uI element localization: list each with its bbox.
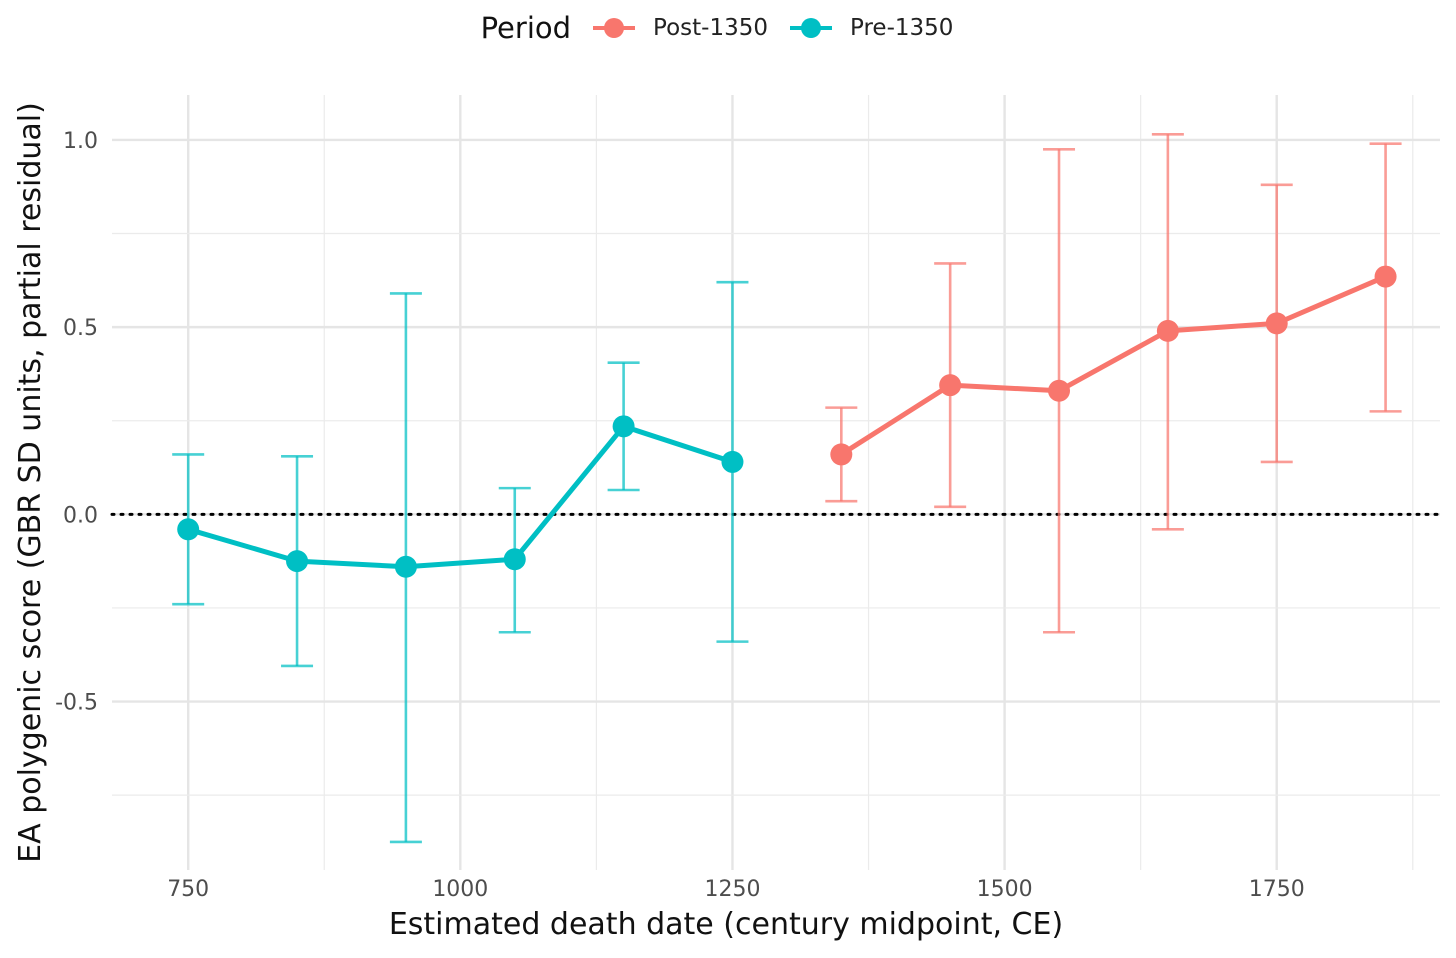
data-point-post-1350: [1374, 265, 1397, 288]
x-axis-title: Estimated death date (century midpoint, …: [389, 907, 1063, 942]
legend-key-pre-1350: [790, 18, 832, 38]
legend-label-post-1350: Post-1350: [653, 15, 768, 41]
legend: Period Post-1350 Pre-1350: [0, 8, 1456, 48]
x-tick-label: 1750: [1249, 877, 1305, 902]
legend-item-pre-1350: Pre-1350: [790, 15, 953, 41]
x-tick-label: 1500: [977, 877, 1033, 902]
grid: [112, 95, 1440, 870]
data-point-post-1350: [830, 443, 853, 466]
y-tick-labels: 1.0 0.5 0.0 -0.5: [55, 129, 98, 716]
series-line-pre-1350: [187, 423, 734, 570]
data-point-post-1350: [939, 374, 962, 397]
data-point-pre-1350: [177, 518, 200, 541]
x-tick-label: 750: [167, 877, 209, 902]
legend-title: Period: [480, 11, 572, 45]
y-tick-label: 1.0: [63, 129, 98, 154]
data-point-pre-1350: [721, 450, 744, 473]
error-bars: [172, 133, 1402, 844]
legend-key-post-1350: [593, 18, 636, 38]
y-axis-title: EA polygenic score (GBR SD units, partia…: [13, 102, 48, 863]
legend-item-post-1350: Post-1350: [593, 15, 768, 41]
y-tick-label: 0.0: [63, 503, 98, 528]
x-tick-labels: 750 1000 1250 1500 1750: [167, 877, 1305, 902]
y-tick-label: 0.5: [63, 316, 98, 341]
x-tick-label: 1000: [432, 877, 488, 902]
data-points: [177, 265, 1397, 578]
data-point-post-1350: [1048, 379, 1071, 402]
y-tick-label: -0.5: [55, 691, 98, 716]
data-point-pre-1350: [394, 555, 417, 578]
data-point-post-1350: [1265, 312, 1288, 335]
x-tick-label: 1250: [704, 877, 760, 902]
data-point-pre-1350: [286, 550, 309, 573]
legend-label-pre-1350: Pre-1350: [850, 15, 954, 41]
series-lines: [187, 274, 1387, 570]
data-point-pre-1350: [612, 415, 635, 438]
series-line-post-1350: [839, 274, 1387, 457]
data-point-pre-1350: [503, 548, 526, 571]
data-point-post-1350: [1156, 319, 1179, 342]
